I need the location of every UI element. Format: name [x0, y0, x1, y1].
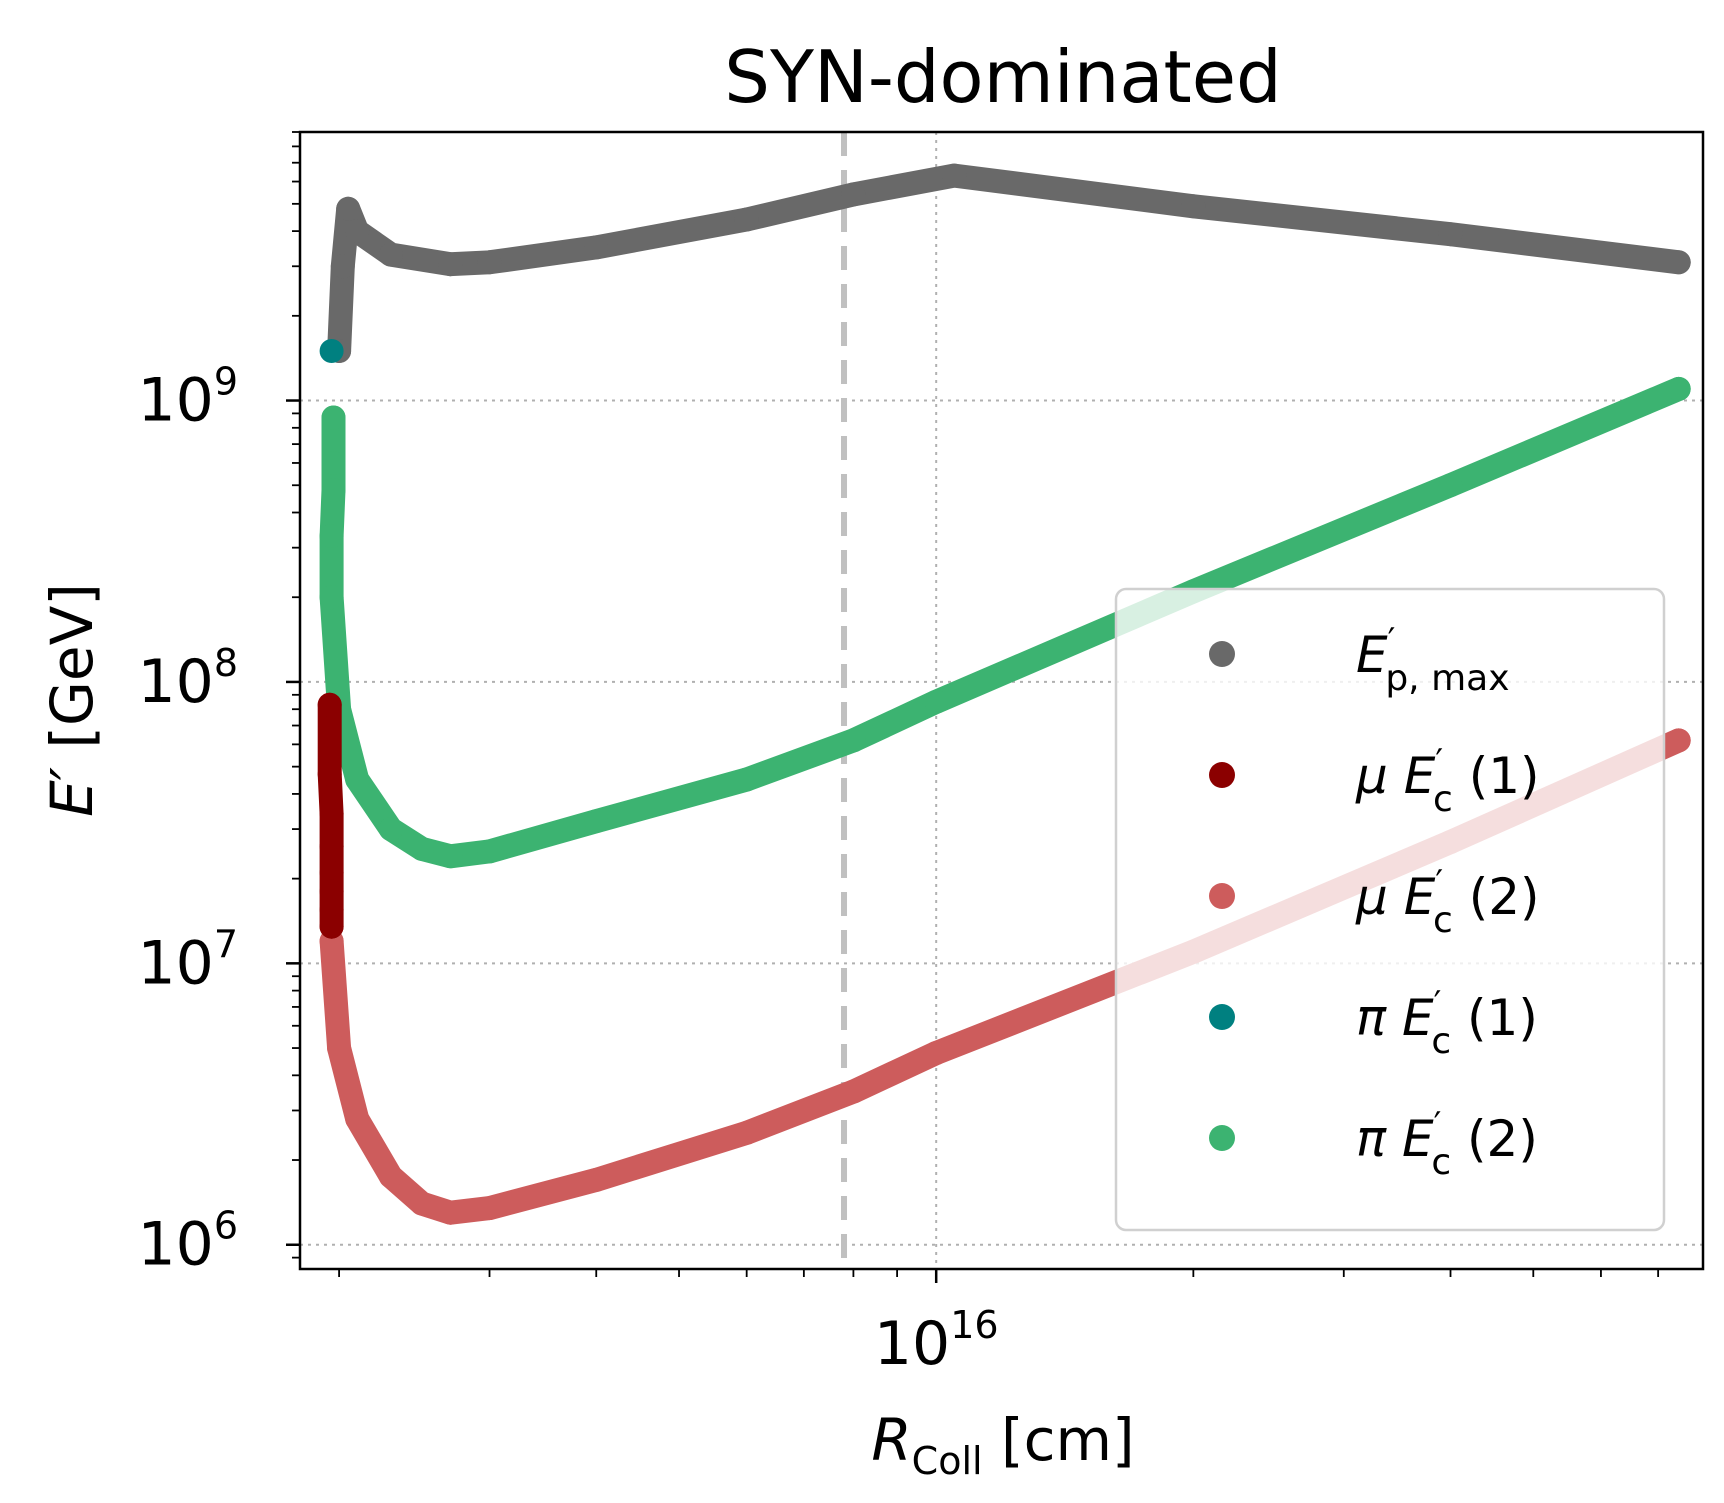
- y-tick-label: 108: [137, 641, 238, 717]
- data-point: [409, 1191, 434, 1216]
- data-point: [321, 478, 346, 503]
- data-point: [477, 250, 502, 275]
- legend-marker: [1209, 641, 1235, 667]
- data-point: [1181, 194, 1206, 219]
- data-point: [319, 860, 344, 885]
- data-point: [336, 196, 361, 221]
- data-point: [319, 339, 344, 363]
- data-point: [924, 1041, 949, 1065]
- series-1: [317, 692, 344, 939]
- data-point: [319, 585, 344, 610]
- y-axis-label: E′ [GeV]: [38, 583, 106, 817]
- data-point: [841, 182, 866, 207]
- data-point: [438, 1200, 463, 1225]
- data-point: [317, 692, 342, 717]
- x-major-ticks: 1016: [874, 1269, 999, 1379]
- legend-item: π E′ c (1): [1209, 984, 1538, 1062]
- data-point: [319, 801, 344, 826]
- data-point: [477, 1196, 502, 1221]
- legend-item: π E′ c (2): [1209, 1105, 1538, 1183]
- data-point: [345, 1106, 370, 1131]
- legend-label: E′ p, max: [1356, 621, 1510, 699]
- y-tick-label: 109: [137, 360, 238, 436]
- legend-marker: [1209, 1004, 1235, 1030]
- legend-item: μ E′ c (2): [1209, 863, 1540, 941]
- data-point: [321, 451, 346, 475]
- x-axis-unit: [cm]: [983, 1406, 1135, 1474]
- data-point: [378, 242, 403, 267]
- legend-items: E′ p, max μ E′ c (1) μ E′ c (2) π E′ c (1) π E′ c…: [1209, 621, 1540, 1183]
- x-tick-label: 1016: [874, 1303, 999, 1379]
- data-point: [321, 405, 346, 430]
- y-major-ticks: 106 107 108 109: [137, 360, 300, 1280]
- data-point: [378, 1164, 403, 1189]
- data-point: [438, 252, 463, 277]
- x-minor-ticks: [338, 1269, 1660, 1277]
- data-point: [1666, 250, 1691, 275]
- legend-label: μ E′ c (1): [1355, 742, 1540, 820]
- y-axis-symbol: E′: [38, 767, 106, 817]
- legend: E′ p, max μ E′ c (1) μ E′ c (2) π E′ c (1) π E′ c…: [1114, 587, 1666, 1232]
- data-point: [345, 219, 370, 244]
- legend-marker: [1209, 762, 1235, 788]
- y-tick-label: 107: [137, 922, 238, 998]
- x-axis-subscript: Coll: [912, 1439, 983, 1483]
- data-point: [317, 762, 342, 787]
- data-point: [924, 689, 949, 714]
- data-point: [319, 834, 344, 859]
- series-curve: [327, 163, 1691, 363]
- y-tick-label: 106: [137, 1204, 238, 1280]
- data-point: [327, 1036, 352, 1061]
- series-3: [319, 339, 344, 363]
- data-point: [1666, 728, 1691, 753]
- data-point: [438, 844, 463, 869]
- data-point: [841, 1079, 866, 1104]
- legend-label: π E′ c (2): [1356, 1105, 1538, 1183]
- legend-frame: [1114, 587, 1666, 1232]
- data-point: [1438, 473, 1463, 498]
- data-point: [841, 728, 866, 753]
- data-point: [319, 879, 344, 904]
- data-point: [1666, 376, 1691, 401]
- data-point: [378, 817, 403, 842]
- legend-marker: [1209, 883, 1235, 909]
- plot-frame: [298, 130, 1705, 1271]
- data-point: [409, 836, 434, 861]
- chart-title: SYN-dominated: [724, 35, 1281, 119]
- data-point: [477, 839, 502, 864]
- legend-item: μ E′ c (1): [1209, 742, 1540, 820]
- data-point: [319, 914, 344, 939]
- x-axis-label: RColl [cm]: [871, 1406, 1134, 1483]
- data-point: [345, 767, 370, 792]
- legend-label: μ E′ c (2): [1355, 863, 1540, 941]
- data-point: [734, 767, 759, 792]
- data-point: [330, 254, 355, 279]
- data-point: [584, 235, 609, 260]
- x-axis-symbol: R: [871, 1406, 911, 1474]
- legend-marker: [1209, 1125, 1235, 1151]
- data-point: [584, 809, 609, 834]
- data-point: [734, 1120, 759, 1145]
- data-point: [319, 897, 344, 922]
- data-point: [734, 207, 759, 232]
- series-0: [327, 163, 1691, 363]
- legend-item: E′ p, max: [1209, 621, 1510, 699]
- data-point: [319, 524, 344, 548]
- data-point: [1438, 222, 1463, 247]
- legend-label: π E′ c (1): [1356, 984, 1538, 1062]
- y-minor-ticks: [292, 131, 300, 1259]
- y-axis-unit: [GeV]: [38, 583, 106, 767]
- data-point: [942, 163, 967, 188]
- data-point: [584, 1167, 609, 1192]
